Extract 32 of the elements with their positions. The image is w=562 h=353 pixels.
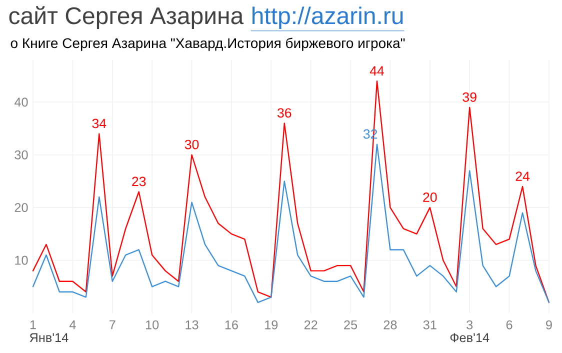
y-tick-label: 10 <box>15 256 28 265</box>
data-label: 36 <box>277 108 292 118</box>
x-tick-label: 13 <box>186 320 198 330</box>
data-label: 34 <box>92 118 106 128</box>
y-tick-label: 20 <box>14 203 28 212</box>
x-tick-label: 7 <box>110 320 116 330</box>
x-tick-label: 25 <box>344 320 358 330</box>
x-tick-label: 3 <box>466 320 473 330</box>
data-label: 39 <box>462 92 476 102</box>
data-label: 23 <box>132 176 146 186</box>
x-tick-label: 16 <box>225 320 238 330</box>
x-tick-label: 6 <box>506 320 512 330</box>
line-series <box>32 80 550 304</box>
y-tick-label: 30 <box>14 150 28 160</box>
chart-title: сайт Сергея Азарина <box>9 6 244 29</box>
chart-subtitle: о Книге Сергея Азарина "Хавард.История биржевого игрока" <box>10 38 405 51</box>
data-label: 20 <box>423 192 437 202</box>
text: http://azarin.ru <box>252 6 403 29</box>
x-tick-label: 31 <box>423 320 436 330</box>
x-tick-label: 19 <box>265 320 278 330</box>
x-tick-label: 4 <box>69 320 76 330</box>
y-tick-label: 40 <box>14 98 28 107</box>
text: Янв'14 <box>30 333 68 342</box>
text: Фев'14 <box>450 333 490 342</box>
x-tick-label: 28 <box>384 320 397 330</box>
x-tick-label: 22 <box>304 320 318 330</box>
data-label: 44 <box>370 66 384 76</box>
data-label: 30 <box>184 140 199 150</box>
data-label: 24 <box>516 172 530 181</box>
x-tick-label: 9 <box>546 320 552 330</box>
x-tick-label: 1 <box>30 320 36 330</box>
x-tick-label: 10 <box>146 320 159 330</box>
